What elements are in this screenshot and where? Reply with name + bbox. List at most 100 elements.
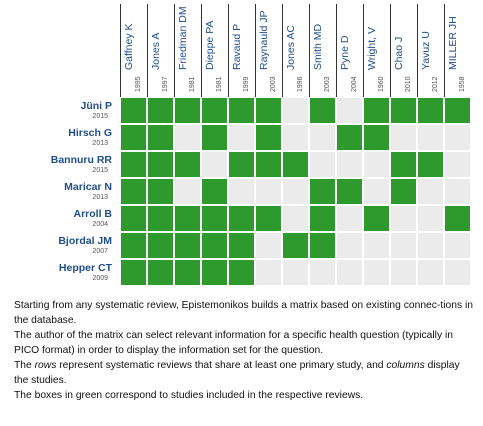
row-name: Arroll B [73, 208, 112, 220]
matrix-cell [310, 125, 335, 150]
column-name: Yavuz U [420, 31, 432, 70]
matrix-cell [364, 179, 389, 204]
matrix-cell [121, 98, 146, 123]
column-year: 1995 [135, 76, 142, 92]
matrix-cell [229, 233, 254, 258]
matrix-cell [391, 233, 416, 258]
matrix-cell [256, 125, 281, 150]
row-year: 2004 [92, 221, 108, 228]
column-year: 2003 [270, 76, 277, 92]
matrix-cell [175, 260, 200, 285]
matrix-cell [202, 233, 227, 258]
matrix-cell [283, 125, 308, 150]
matrix-cell [256, 260, 281, 285]
row-year: 2015 [92, 167, 108, 174]
matrix-cell [229, 152, 254, 177]
matrix-cell [364, 233, 389, 258]
matrix-cell [445, 98, 470, 123]
matrix-cell [310, 98, 335, 123]
matrix-cell [391, 179, 416, 204]
paragraph: The boxes in green correspond to studies… [14, 390, 364, 401]
text: The [14, 360, 35, 371]
matrix-cell [337, 260, 362, 285]
matrix-cell [121, 206, 146, 231]
matrix-cell [364, 260, 389, 285]
row-name: Hepper CT [59, 262, 113, 274]
matrix-cell [175, 125, 200, 150]
column-name: Chao J [393, 37, 405, 70]
matrix-cell [445, 260, 470, 285]
matrix-cell [121, 152, 146, 177]
column-year: 1997 [162, 76, 169, 92]
row-name: Maricar N [64, 181, 112, 193]
column-name: Friedman DM [177, 6, 189, 70]
column-name: Wright, V [366, 27, 378, 70]
matrix-cell [418, 125, 443, 150]
matrix-cell [418, 206, 443, 231]
column-name: Jones AC [285, 25, 297, 70]
matrix-cell [256, 98, 281, 123]
matrix-cell [202, 152, 227, 177]
matrix-cell [391, 125, 416, 150]
row-year: 2015 [92, 113, 108, 120]
matrix-cell [364, 152, 389, 177]
matrix-cell [202, 98, 227, 123]
matrix-cell [121, 125, 146, 150]
matrix-cell [418, 152, 443, 177]
matrix-cell [175, 233, 200, 258]
column-year: 1981 [189, 76, 196, 92]
matrix-cell [148, 98, 173, 123]
matrix-cell [202, 125, 227, 150]
column-name: Raynauld JP [258, 10, 270, 70]
column-year: 1960 [378, 76, 385, 92]
matrix-cell [310, 152, 335, 177]
text: display the studies. [14, 360, 460, 386]
matrix-cell [364, 206, 389, 231]
matrix-cell [283, 206, 308, 231]
matrix-cell [391, 206, 416, 231]
matrix-cell [175, 152, 200, 177]
matrix-cell [283, 260, 308, 285]
matrix-cell [337, 98, 362, 123]
matrix-cell [337, 179, 362, 204]
text: columns [386, 360, 425, 371]
matrix-cell [229, 125, 254, 150]
column-name: Dieppe PA [204, 21, 216, 70]
matrix-cell [121, 260, 146, 285]
matrix-cell [445, 179, 470, 204]
matrix-cell [283, 152, 308, 177]
column-year: 2012 [432, 76, 439, 92]
matrix-cell [445, 125, 470, 150]
matrix-cell [202, 206, 227, 231]
matrix-cell [337, 233, 362, 258]
row-year: 2007 [92, 248, 108, 255]
paragraph: The author of the matrix can select rele… [14, 330, 453, 356]
matrix-cell [148, 152, 173, 177]
matrix-cell [256, 179, 281, 204]
column-name: Jones A [150, 33, 162, 70]
matrix-cell [391, 152, 416, 177]
matrix-cell [310, 260, 335, 285]
matrix-cell [283, 233, 308, 258]
matrix-cell [283, 98, 308, 123]
matrix-cell [391, 260, 416, 285]
column-year: 1996 [297, 76, 304, 92]
matrix-cell [256, 233, 281, 258]
matrix-cell [148, 125, 173, 150]
row-name: Jüni P [80, 100, 112, 112]
column-year: 2004 [351, 76, 358, 92]
paragraph: The rows represent systematic reviews th… [14, 358, 476, 388]
matrix-cell [445, 233, 470, 258]
matrix-cell [445, 206, 470, 231]
matrix-cell [283, 179, 308, 204]
matrix-cell [364, 125, 389, 150]
matrix-cell [202, 179, 227, 204]
matrix-cell [337, 206, 362, 231]
description: Starting from any systematic review, Epi… [14, 298, 476, 403]
column-name: Pyne D [339, 35, 351, 70]
matrix-cell [391, 98, 416, 123]
column-year: 1958 [459, 76, 466, 92]
matrix-cell [256, 206, 281, 231]
matrix-cell [445, 152, 470, 177]
text: represent systematic reviews that share … [56, 360, 387, 371]
